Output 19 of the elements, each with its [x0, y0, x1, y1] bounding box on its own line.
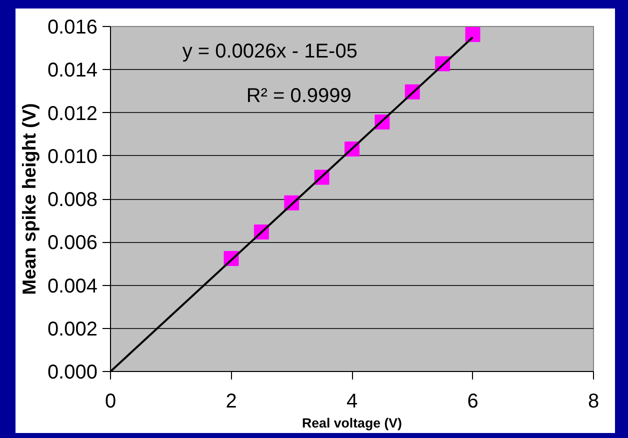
y-tick-label: 0.014 — [47, 60, 98, 82]
point — [465, 26, 480, 42]
x-axis-title: Real voltage (V) — [302, 416, 402, 430]
annotation: R² = 0.9999 — [246, 85, 352, 108]
x-tick-label: 8 — [588, 390, 600, 412]
x-tick-label: 4 — [346, 390, 358, 412]
x-tick-label: 2 — [226, 390, 237, 412]
y-tick-label: 0.016 — [47, 16, 98, 38]
y-tick-label: 0.012 — [47, 102, 98, 125]
y-tick-label: 0.010 — [47, 146, 98, 168]
y-tick-label: 0.000 — [47, 362, 98, 384]
x-tick-label: 6 — [467, 390, 478, 412]
x-tick-label: 0 — [104, 390, 116, 412]
y-tick-label: 0.002 — [47, 318, 98, 340]
y-tick-label: 0.008 — [47, 189, 98, 211]
annotation: y = 0.0026x - 1E-05 — [182, 40, 358, 62]
y-tick-label: 0.006 — [47, 232, 98, 254]
y-axis-title: Mean spike height (V) — [18, 103, 40, 295]
y-tick-label: 0.004 — [47, 275, 98, 298]
